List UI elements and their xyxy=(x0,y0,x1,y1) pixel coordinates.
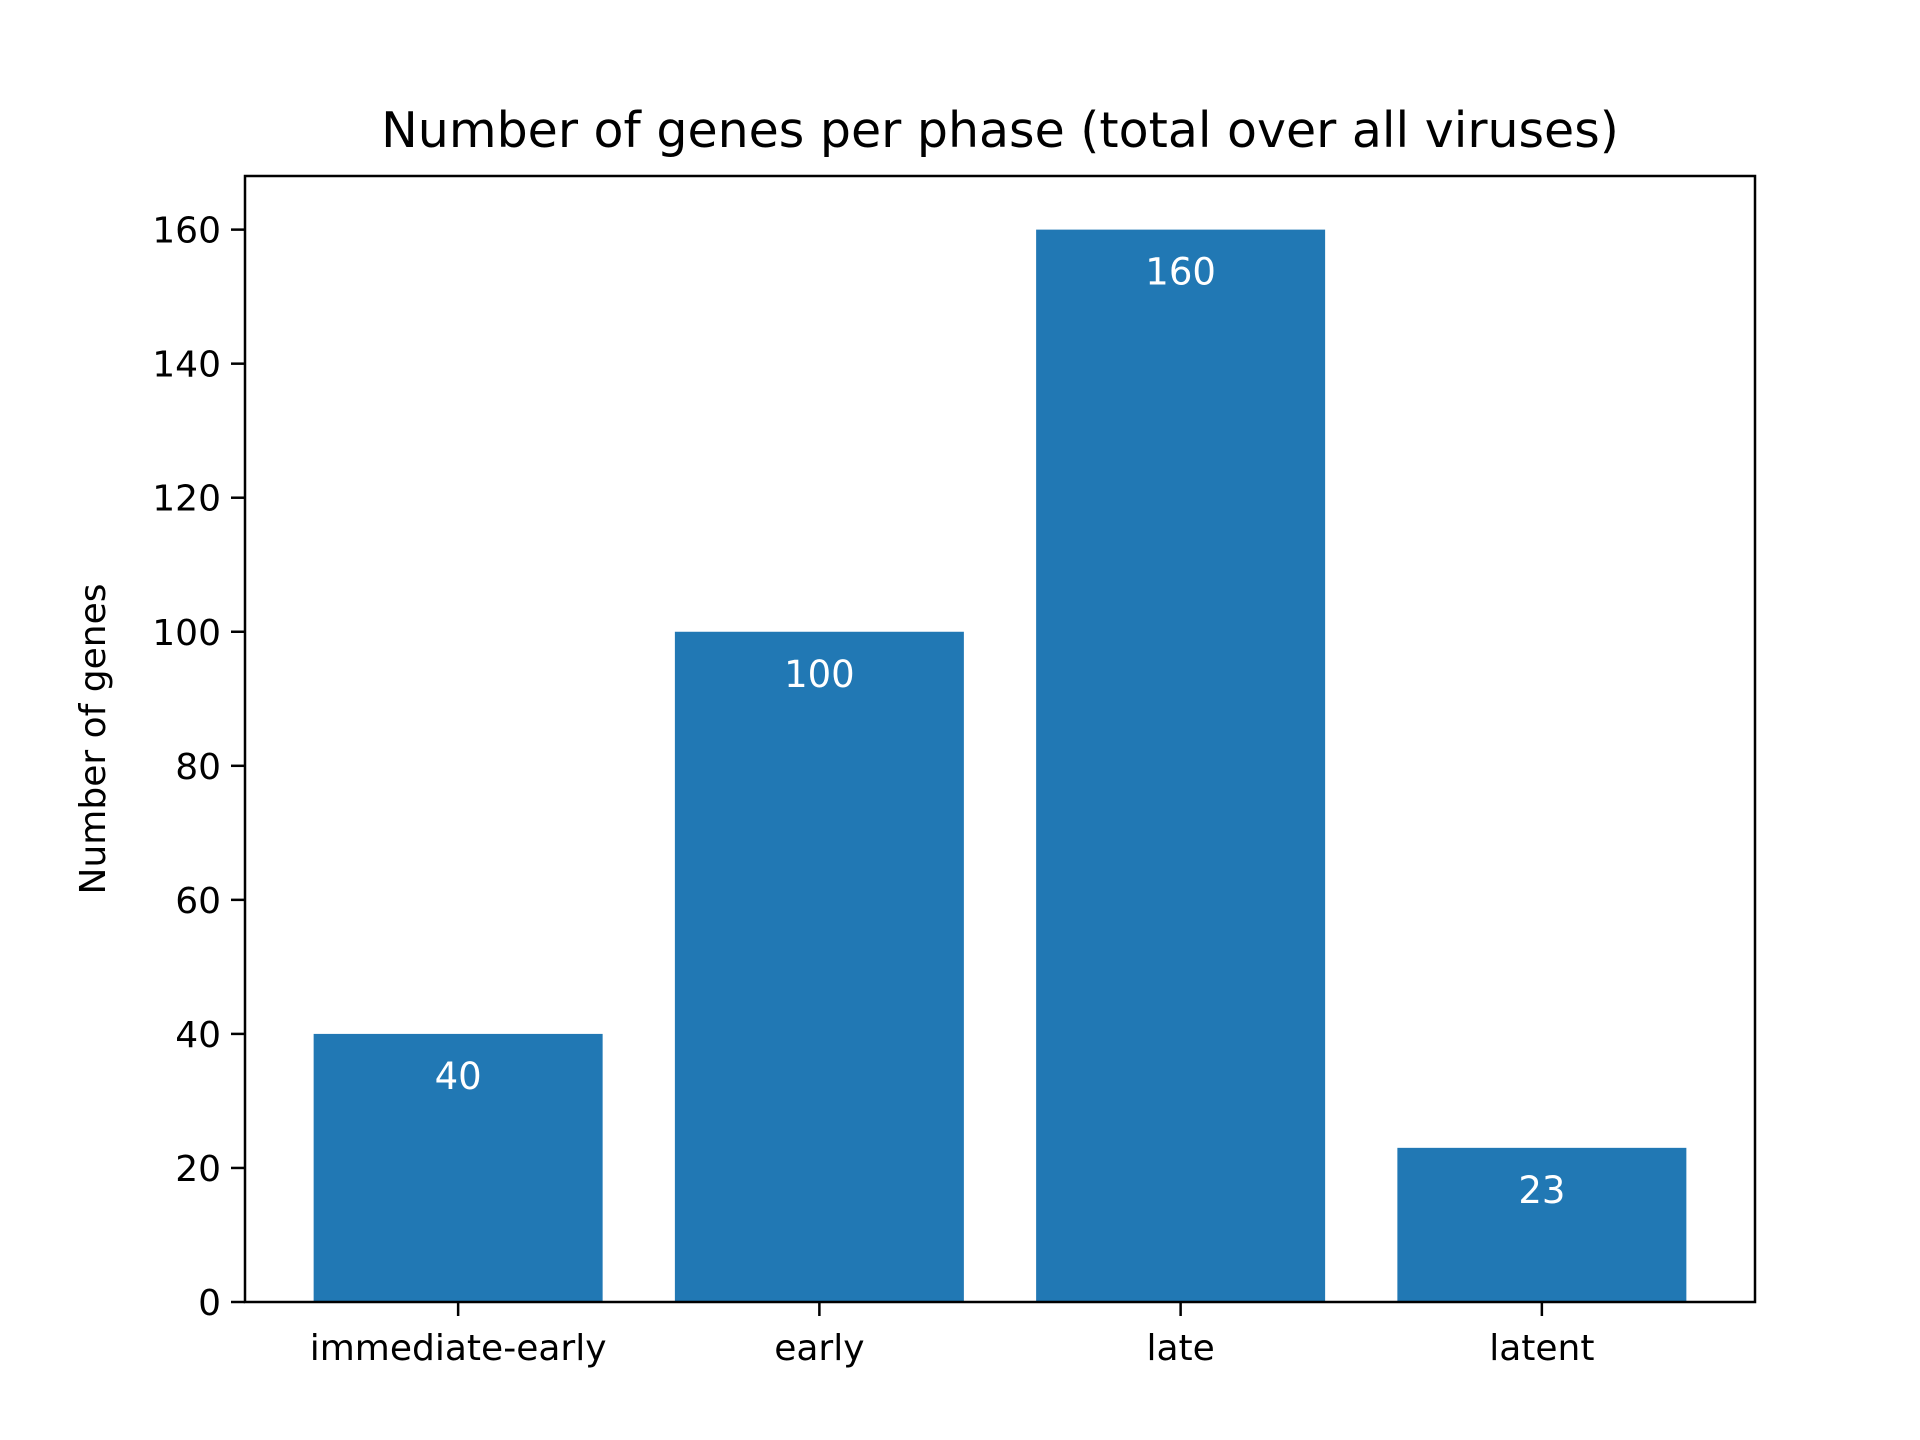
chart-title: Number of genes per phase (total over al… xyxy=(381,102,1619,159)
bar-value-label: 40 xyxy=(435,1055,482,1098)
y-tick-label: 120 xyxy=(152,479,221,520)
bar-latent xyxy=(1397,1147,1687,1302)
y-tick-label: 140 xyxy=(152,345,221,386)
y-axis: 0 20 40 60 80 100 120 140 160 xyxy=(152,211,245,1324)
bar-immediate-early xyxy=(313,1033,603,1302)
y-tick-label: 60 xyxy=(175,881,221,922)
x-tick-label: latent xyxy=(1489,1328,1594,1369)
y-tick-label: 20 xyxy=(175,1149,221,1190)
bar-early xyxy=(674,631,964,1302)
y-tick-label: 100 xyxy=(152,613,221,654)
bars-group xyxy=(313,229,1687,1303)
y-tick-label: 0 xyxy=(198,1283,221,1324)
plot-frame xyxy=(243,174,1757,1304)
y-tick-label: 160 xyxy=(152,211,221,252)
x-tick-label: immediate-early xyxy=(310,1328,607,1369)
bar-labels-group: 40 100 160 23 xyxy=(435,251,1566,1212)
bar-value-label: 23 xyxy=(1518,1169,1565,1212)
y-axis-label: Number of genes xyxy=(73,584,114,895)
x-axis: immediate-early early late latent xyxy=(310,1302,1594,1369)
bar-value-label: 160 xyxy=(1145,251,1216,294)
y-tick-label: 80 xyxy=(175,747,221,788)
bar-late xyxy=(1036,229,1326,1303)
bar-value-label: 100 xyxy=(784,653,855,696)
y-tick-label: 40 xyxy=(175,1015,221,1056)
x-tick-label: late xyxy=(1146,1328,1214,1369)
x-tick-label: early xyxy=(774,1328,864,1369)
